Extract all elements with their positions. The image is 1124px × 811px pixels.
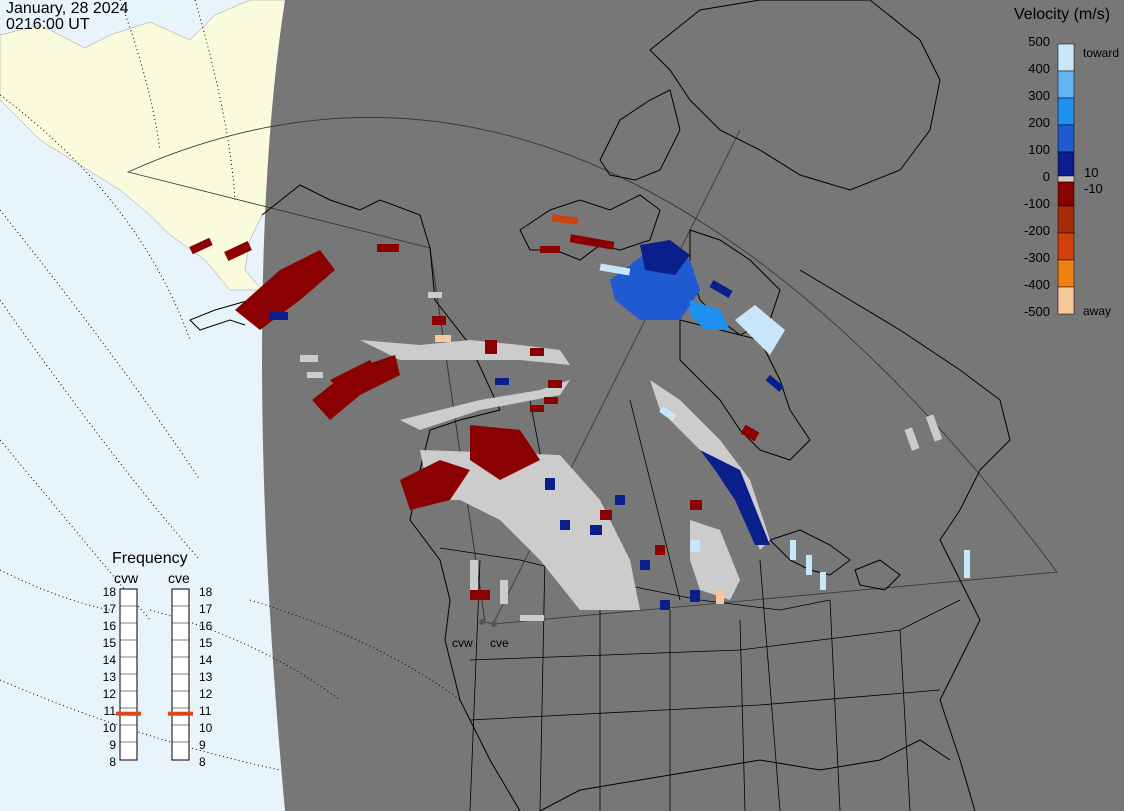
- map-land-area: [262, 0, 1124, 811]
- cve-frequency-tick: 18: [199, 585, 213, 599]
- cvw-frequency-tick: 15: [102, 636, 116, 650]
- cve-column-label: cve: [168, 570, 190, 586]
- date-label: January, 28 2024: [6, 0, 129, 17]
- frequency-gridlines: [120, 605, 189, 743]
- velocity-tick: 200: [1028, 115, 1050, 130]
- velocity-tick: -200: [1023, 223, 1050, 238]
- cve-frequency-tick: 13: [199, 670, 213, 684]
- cvw-column-label: cvw: [114, 570, 139, 586]
- radar-site-label-cvw: cvw: [452, 636, 473, 650]
- graticule: [0, 0, 461, 771]
- cve-frequency-tick: 14: [199, 653, 213, 667]
- cve-frequency-tick: 9: [199, 738, 206, 752]
- velocity-scale-title: Velocity (m/s): [1014, 6, 1111, 23]
- cvw-frequency-marker: [116, 711, 141, 716]
- cvw-frequency-tick: 18: [102, 585, 116, 599]
- velocity-tick: 10: [1084, 165, 1099, 180]
- cve-frequency-tick: 11: [199, 704, 212, 718]
- cve-frequency-tick: 17: [199, 602, 213, 616]
- cve-frequency-tick: 8: [199, 755, 206, 769]
- cvw-frequency-tick: 13: [102, 670, 116, 684]
- cvw-frequency-tick: 12: [102, 687, 116, 701]
- cvw-frequency-tick: 17: [102, 602, 116, 616]
- cvw-frequency-bar: [119, 588, 138, 761]
- radar-site-cve-dot: [491, 621, 497, 627]
- velocity-colorbar: [1057, 43, 1075, 315]
- velocity-tick: 400: [1028, 61, 1050, 76]
- velocity-tick: -500: [1023, 304, 1050, 319]
- frequency-bars: [119, 588, 190, 761]
- toward-label: toward: [1083, 46, 1120, 60]
- velocity-tick: -10: [1084, 181, 1103, 196]
- velocity-tick: -300: [1023, 250, 1050, 265]
- cvw-frequency-tick: 16: [102, 619, 116, 633]
- cve-frequency-tick: 15: [199, 636, 213, 650]
- cve-frequency-marker: [168, 711, 193, 716]
- cvw-frequency-tick: 9: [109, 738, 116, 752]
- frequency-title: Frequency: [112, 550, 188, 567]
- ground-scatter: [300, 292, 943, 621]
- velocity-tick: 0: [1042, 169, 1050, 184]
- cvw-frequency-tick: 11: [103, 704, 116, 718]
- velocity-tick: 300: [1028, 88, 1050, 103]
- cvw-frequency-tick: 14: [102, 653, 116, 667]
- velocity-toward-cells: [270, 240, 970, 610]
- velocity-tick: -100: [1023, 196, 1050, 211]
- velocity-tick: 100: [1028, 142, 1050, 157]
- cvw-frequency-tick: 8: [109, 755, 116, 769]
- time-label: 0216:00 UT: [6, 16, 90, 33]
- cve-frequency-tick: 12: [199, 687, 213, 701]
- radar-site-label-cve: cve: [490, 636, 509, 650]
- velocity-away-cells: [189, 234, 760, 600]
- siberia-land: [0, 0, 286, 291]
- cvw-frequency-tick: 10: [102, 721, 116, 735]
- velocity-tick: 500: [1028, 34, 1050, 49]
- radar-site-cvw-dot: [479, 619, 485, 625]
- velocity-tick: -400: [1023, 277, 1050, 292]
- cve-frequency-tick: 16: [199, 619, 213, 633]
- velocity-away-high-cells: [435, 214, 724, 604]
- cve-frequency-tick: 10: [199, 721, 213, 735]
- away-label: away: [1083, 304, 1112, 318]
- cve-frequency-bar: [171, 588, 190, 761]
